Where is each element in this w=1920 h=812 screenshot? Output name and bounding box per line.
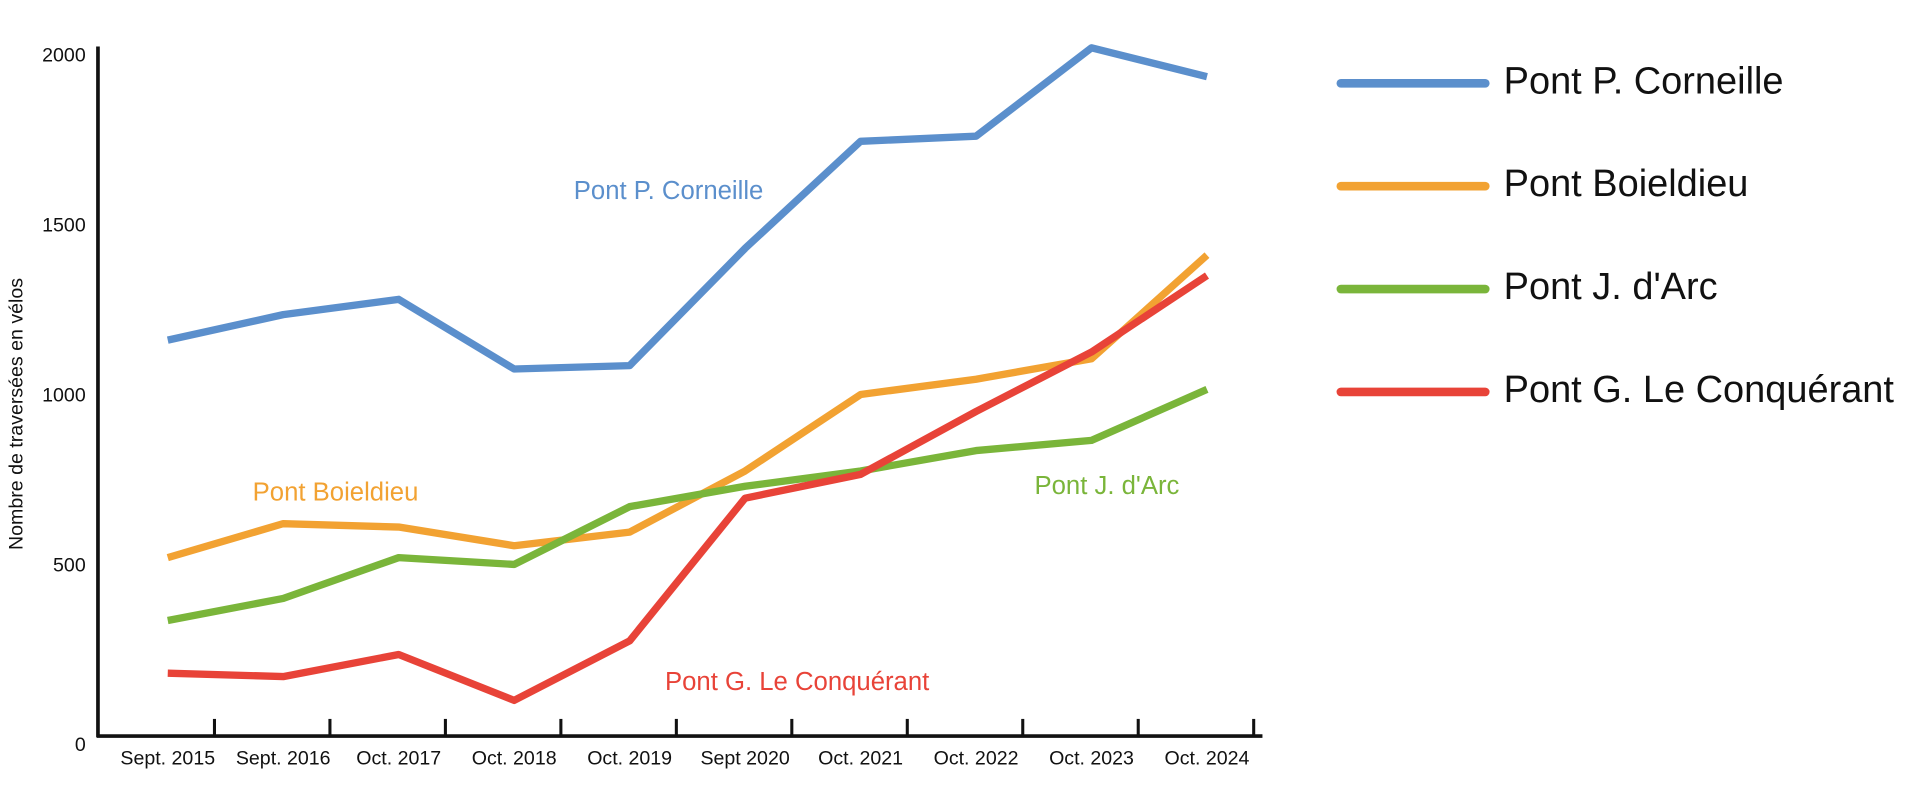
series-line	[166, 252, 1210, 562]
y-axis-title: Nombre de traversées en vélos	[5, 278, 27, 550]
y-tick-label: 0	[75, 734, 86, 756]
x-tick-label: Oct. 2024	[1165, 748, 1250, 770]
x-tick-label: Sept 2020	[700, 748, 789, 770]
line-label: Pont J. d'Arc	[1034, 472, 1179, 500]
series-line	[167, 272, 1210, 705]
legend-label: Pont J. d'Arc	[1504, 266, 1718, 308]
line-label: Pont Boieldieu	[253, 478, 419, 506]
legend-label: Pont Boieldieu	[1504, 163, 1749, 205]
x-tick-label: Oct. 2019	[587, 748, 672, 770]
x-tick-label: Sept. 2016	[236, 748, 331, 770]
x-tick-label: Oct. 2017	[356, 748, 441, 770]
y-tick-label: 500	[53, 554, 86, 576]
x-tick-label: Oct. 2022	[934, 748, 1019, 770]
x-tick-label: Oct. 2021	[818, 748, 903, 770]
series-line	[167, 386, 1209, 625]
y-tick-label: 1000	[42, 384, 86, 406]
x-tick-label: Oct. 2023	[1049, 748, 1134, 770]
y-tick-label: 1500	[42, 214, 86, 236]
series-line	[166, 44, 1208, 373]
legend-label: Pont G. Le Conquérant	[1504, 369, 1895, 411]
x-tick-label: Sept. 2015	[120, 748, 215, 770]
line-label: Pont P. Corneille	[574, 177, 764, 205]
y-tick-label: 2000	[42, 45, 86, 67]
legend-label: Pont P. Corneille	[1504, 60, 1784, 102]
x-tick-label: Oct. 2018	[472, 748, 557, 770]
line-label: Pont G. Le Conquérant	[665, 668, 929, 696]
